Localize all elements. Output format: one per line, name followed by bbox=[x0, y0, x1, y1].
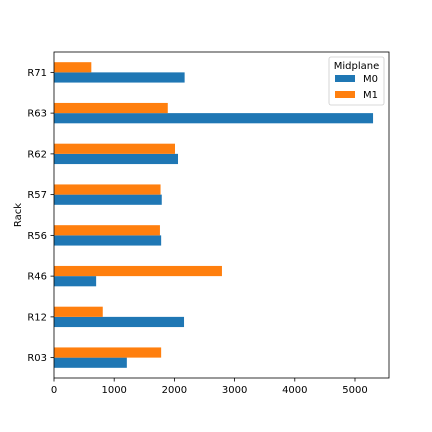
bars-group bbox=[54, 62, 374, 368]
legend-swatch-m0 bbox=[335, 75, 355, 82]
y-tick-label: R12 bbox=[27, 312, 47, 323]
bar-m0-r03 bbox=[54, 357, 127, 368]
bar-m1-r56 bbox=[54, 225, 160, 236]
bar-m0-r46 bbox=[54, 276, 97, 287]
axes-frame bbox=[53, 51, 390, 379]
x-tick-label: 1000 bbox=[101, 385, 126, 396]
bar-m1-r12 bbox=[54, 306, 103, 317]
bar-m1-r03 bbox=[54, 347, 162, 358]
y-tick-label: R62 bbox=[27, 149, 47, 160]
legend-title: Midplane bbox=[334, 61, 380, 72]
legend-label-m1: M1 bbox=[363, 90, 378, 101]
x-tick-label: 3000 bbox=[222, 385, 247, 396]
y-axis: R03 R12 R46 R56 R57 R62 R63 R71 bbox=[27, 68, 54, 364]
y-tick-label: R03 bbox=[27, 353, 47, 364]
x-tick-label: 0 bbox=[51, 385, 57, 396]
bar-m0-r62 bbox=[54, 153, 179, 165]
bar-m0-r56 bbox=[54, 235, 162, 246]
y-axis-label: Rack bbox=[13, 203, 24, 227]
x-axis: 0 1000 2000 3000 4000 5000 bbox=[51, 378, 368, 396]
y-tick-label: R56 bbox=[27, 231, 47, 242]
bar-m0-r57 bbox=[54, 194, 162, 205]
x-tick-label: 2000 bbox=[162, 385, 187, 396]
y-tick-label: R46 bbox=[27, 272, 47, 283]
legend-label-m0: M0 bbox=[363, 74, 378, 85]
bar-m1-r63 bbox=[54, 102, 168, 114]
x-tick-label: 5000 bbox=[342, 385, 367, 396]
bar-m0-r71 bbox=[54, 72, 185, 83]
bar-m1-r71 bbox=[54, 62, 92, 73]
bar-m1-r62 bbox=[54, 143, 175, 154]
legend-swatch-m1 bbox=[335, 91, 355, 98]
x-tick-label: 4000 bbox=[282, 385, 307, 396]
y-tick-label: R63 bbox=[27, 109, 47, 120]
bar-m0-r63 bbox=[54, 113, 374, 124]
y-tick-label: R71 bbox=[27, 68, 47, 79]
bar-m1-r57 bbox=[54, 184, 161, 195]
y-tick-label: R57 bbox=[27, 190, 47, 201]
bar-m1-r46 bbox=[54, 265, 222, 277]
bar-m0-r12 bbox=[54, 316, 185, 328]
